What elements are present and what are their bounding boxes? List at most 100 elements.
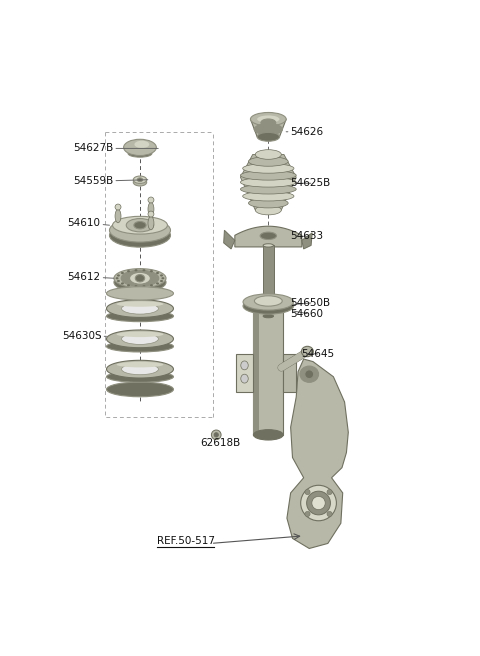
Ellipse shape bbox=[251, 112, 286, 126]
Ellipse shape bbox=[134, 269, 137, 272]
Ellipse shape bbox=[124, 139, 156, 155]
Text: 54625B: 54625B bbox=[290, 178, 331, 188]
Ellipse shape bbox=[263, 314, 274, 318]
Ellipse shape bbox=[240, 178, 296, 187]
Ellipse shape bbox=[305, 512, 310, 516]
Ellipse shape bbox=[255, 150, 281, 159]
Ellipse shape bbox=[127, 270, 130, 272]
Ellipse shape bbox=[115, 209, 121, 223]
Ellipse shape bbox=[327, 512, 332, 516]
Ellipse shape bbox=[109, 224, 170, 247]
Ellipse shape bbox=[107, 382, 173, 397]
Ellipse shape bbox=[121, 270, 159, 287]
Ellipse shape bbox=[121, 333, 158, 344]
Ellipse shape bbox=[307, 491, 330, 515]
Polygon shape bbox=[251, 119, 286, 137]
Ellipse shape bbox=[117, 280, 120, 282]
Ellipse shape bbox=[214, 432, 218, 437]
Ellipse shape bbox=[257, 115, 279, 123]
Ellipse shape bbox=[121, 282, 124, 285]
Ellipse shape bbox=[249, 198, 288, 208]
Ellipse shape bbox=[240, 171, 296, 180]
Polygon shape bbox=[240, 154, 296, 210]
Ellipse shape bbox=[117, 331, 163, 337]
Text: 54612: 54612 bbox=[67, 272, 114, 281]
Bar bbox=[236, 354, 253, 392]
Ellipse shape bbox=[160, 274, 163, 277]
Bar bbox=[263, 245, 274, 316]
Ellipse shape bbox=[107, 341, 173, 352]
Polygon shape bbox=[302, 233, 312, 249]
Ellipse shape bbox=[249, 157, 288, 166]
Text: 54645: 54645 bbox=[301, 349, 334, 359]
Ellipse shape bbox=[301, 346, 313, 357]
Text: 54630S: 54630S bbox=[62, 331, 107, 341]
Ellipse shape bbox=[243, 294, 294, 310]
Ellipse shape bbox=[241, 374, 248, 383]
Ellipse shape bbox=[161, 277, 164, 279]
Ellipse shape bbox=[107, 371, 173, 382]
Ellipse shape bbox=[117, 301, 163, 307]
Ellipse shape bbox=[305, 370, 314, 379]
Ellipse shape bbox=[263, 244, 274, 247]
Polygon shape bbox=[107, 360, 173, 378]
Ellipse shape bbox=[133, 178, 147, 186]
Ellipse shape bbox=[107, 287, 173, 300]
Ellipse shape bbox=[150, 284, 153, 287]
Ellipse shape bbox=[112, 216, 168, 234]
Ellipse shape bbox=[255, 205, 281, 215]
Bar bbox=[253, 304, 283, 435]
Ellipse shape bbox=[115, 204, 121, 210]
Text: 54650B: 54650B bbox=[290, 298, 331, 308]
Polygon shape bbox=[235, 226, 302, 247]
Ellipse shape bbox=[327, 489, 332, 495]
Ellipse shape bbox=[148, 197, 154, 203]
Ellipse shape bbox=[305, 489, 310, 495]
Ellipse shape bbox=[253, 298, 283, 309]
Ellipse shape bbox=[312, 497, 325, 510]
Ellipse shape bbox=[260, 232, 276, 239]
Ellipse shape bbox=[121, 303, 158, 314]
Ellipse shape bbox=[254, 296, 282, 306]
Ellipse shape bbox=[243, 192, 294, 201]
Ellipse shape bbox=[148, 211, 154, 217]
Ellipse shape bbox=[121, 363, 158, 375]
Ellipse shape bbox=[300, 366, 319, 382]
Polygon shape bbox=[107, 330, 173, 348]
Ellipse shape bbox=[137, 178, 143, 182]
Ellipse shape bbox=[241, 361, 248, 370]
Ellipse shape bbox=[134, 140, 149, 148]
Ellipse shape bbox=[300, 485, 336, 521]
Text: 62618B: 62618B bbox=[201, 434, 241, 449]
Bar bbox=[253, 304, 259, 435]
Ellipse shape bbox=[156, 272, 159, 274]
Ellipse shape bbox=[114, 269, 166, 288]
Ellipse shape bbox=[133, 176, 147, 184]
Ellipse shape bbox=[126, 218, 154, 232]
Ellipse shape bbox=[114, 273, 166, 292]
Text: 54660: 54660 bbox=[290, 308, 324, 319]
Text: 54610: 54610 bbox=[67, 218, 109, 228]
Bar bbox=[283, 354, 296, 392]
Ellipse shape bbox=[254, 124, 282, 134]
Ellipse shape bbox=[130, 272, 150, 284]
Ellipse shape bbox=[240, 184, 296, 194]
Ellipse shape bbox=[243, 298, 294, 314]
Ellipse shape bbox=[211, 430, 221, 440]
Ellipse shape bbox=[156, 282, 159, 285]
Ellipse shape bbox=[257, 133, 279, 141]
Ellipse shape bbox=[109, 218, 170, 242]
Polygon shape bbox=[224, 230, 235, 249]
Ellipse shape bbox=[134, 222, 146, 229]
Ellipse shape bbox=[261, 119, 276, 127]
Ellipse shape bbox=[117, 274, 120, 277]
Text: 54559B: 54559B bbox=[73, 176, 148, 186]
Text: 54626: 54626 bbox=[286, 127, 324, 136]
Text: 54627B: 54627B bbox=[73, 144, 158, 154]
Ellipse shape bbox=[128, 150, 152, 157]
Ellipse shape bbox=[121, 272, 124, 274]
Ellipse shape bbox=[107, 310, 173, 321]
Ellipse shape bbox=[117, 362, 163, 367]
Ellipse shape bbox=[143, 285, 145, 287]
Ellipse shape bbox=[160, 280, 163, 282]
